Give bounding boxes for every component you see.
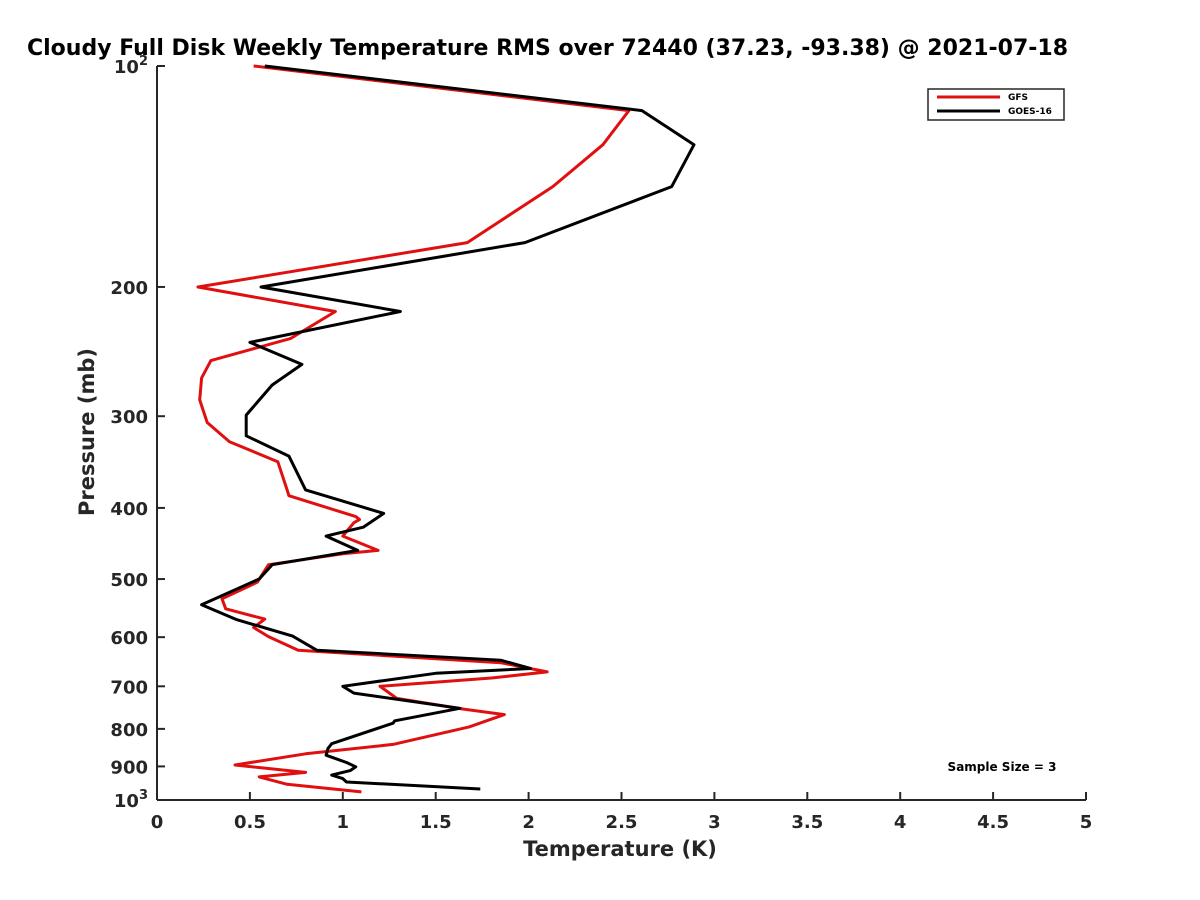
x-tick-label: 1.5 [420,812,452,833]
x-tick-label: 4 [894,812,907,833]
y-tick-label: 800 [110,720,148,741]
x-tick-label: 3 [708,812,721,833]
sample-size-annotation: Sample Size = 3 [948,760,1057,774]
y-tick-label: 300 [110,407,148,428]
axes: 0 0.5 1 1.5 2 2.5 3 3.5 4 4.5 5 102 200 300 400 500 600 7… [110,54,1092,833]
x-tick-label: 1 [337,812,350,833]
y-tick-label: 102 [114,54,148,78]
x-tick-label: 0.5 [234,812,266,833]
series-line-gfs [196,64,631,794]
legend-label-gfs: GFS [1008,93,1028,103]
legend-label-goes-16: GOES-16 [1008,107,1052,117]
x-tick-label: 2 [522,812,535,833]
series-line-goes-16 [200,64,696,791]
y-tick-label: 700 [110,677,148,698]
y-tick-label: 500 [110,570,148,591]
legend-box [927,88,1065,121]
x-tick-label: 5 [1080,812,1093,833]
y-tick-label: 400 [110,499,148,520]
chart-title: Cloudy Full Disk Weekly Temperature RMS … [27,36,1068,61]
y-tick-label: 200 [110,278,148,299]
y-tick-label: 600 [110,628,148,649]
legend: GFS GOES-16 [927,88,1065,121]
y-axis-label: Pressure (mb) [75,348,99,516]
x-tick-label: 3.5 [791,812,823,833]
x-tick-label: 4.5 [977,812,1009,833]
x-tick-label: 0 [151,812,164,833]
plot-area [196,64,696,794]
y-tick-label: 103 [114,788,148,812]
x-tick-label: 2.5 [606,812,638,833]
x-axis-label: Temperature (K) [523,837,717,861]
y-tick-label: 900 [110,757,148,778]
